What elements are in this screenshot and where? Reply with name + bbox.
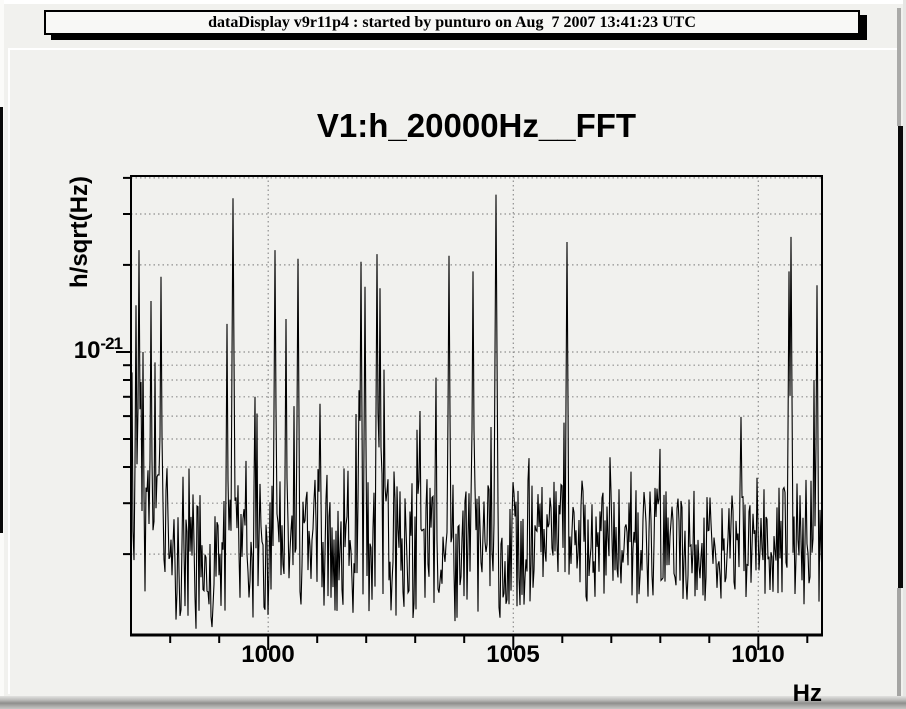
window-edge-bottom [0, 696, 906, 709]
background-window-edge-right [898, 126, 903, 588]
plot-title: V1:h_20000Hz__FFT [316, 107, 637, 144]
background-window-edge-right-bottom [897, 588, 901, 696]
x-tick-label-1005: 1005 [486, 641, 540, 668]
window-edge-top [0, 0, 906, 4]
x-tick-label-1010: 1010 [731, 641, 785, 668]
x-tick-label-1000: 1000 [241, 641, 295, 668]
fft-spectrum-plot[interactable] [10, 50, 906, 709]
window-edge-right [903, 0, 906, 709]
x-axis-title: Hz [792, 680, 822, 707]
y-tick-mantissa: 10 [73, 337, 101, 364]
background-window-edge-right-top [897, 8, 901, 126]
plot-canvas[interactable]: V1:h_20000Hz__FFT h/sqrt(Hz) 10-21 1000 1… [8, 48, 898, 707]
background-window-edge-left [0, 107, 3, 533]
y-axis-tick-label: 10-21 [54, 335, 123, 364]
titlebar-button[interactable]: dataDisplay v9r11p4 : started by punturo… [44, 10, 860, 35]
y-axis-title: h/sqrt(Hz) [66, 176, 93, 288]
y-tick-exponent: -21 [100, 334, 123, 353]
titlebar-text: dataDisplay v9r11p4 : started by punturo… [208, 13, 696, 31]
